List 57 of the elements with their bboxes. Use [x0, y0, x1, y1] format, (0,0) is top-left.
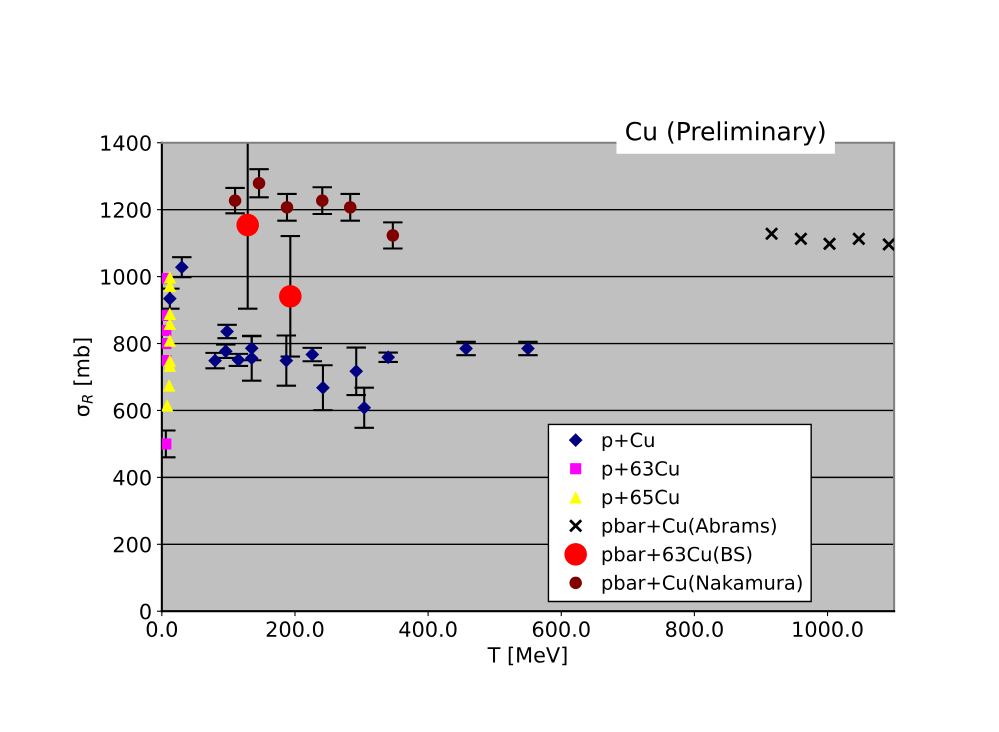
- point: [208, 354, 222, 368]
- chart-title: Cu (Preliminary): [626, 121, 824, 146]
- point: [279, 354, 294, 368]
- y-tick-label: 600: [114, 402, 151, 419]
- point: [344, 201, 356, 214]
- point: [218, 344, 233, 358]
- point: [162, 399, 174, 412]
- legend-label: pbar+Cu(Abrams): [602, 518, 776, 537]
- y-axis-title: σ$_{R}$ [mb]: [73, 338, 93, 416]
- x-tick-label: 1000.0: [793, 621, 863, 638]
- point: [162, 379, 176, 392]
- point: [228, 194, 242, 207]
- legend-label: p+Cu: [602, 432, 654, 452]
- x-tick-label: 800.0: [666, 621, 723, 638]
- point: [244, 351, 259, 366]
- y-tick-label: 200: [114, 536, 151, 553]
- point: [794, 232, 808, 246]
- y-tick-label: 400: [113, 470, 151, 486]
- legend-label: p+63Cu: [602, 461, 678, 480]
- y-tick-label: 800: [114, 336, 151, 352]
- point: [174, 260, 189, 274]
- legend-label: pbar+63Cu(BS): [602, 546, 752, 566]
- point: [164, 334, 176, 347]
- point: [381, 350, 396, 364]
- x-tick-label: 200.0: [266, 621, 324, 638]
- point: [459, 342, 473, 356]
- legend-label: pbar+Cu(Nakamura): [602, 574, 802, 594]
- point: [521, 342, 535, 356]
- point: [162, 292, 177, 306]
- point: [279, 285, 302, 308]
- y-tick-label: 1400: [101, 135, 151, 151]
- point: [236, 214, 259, 236]
- point: [280, 201, 294, 214]
- x-axis-title: T [MeV]: [488, 646, 567, 666]
- point: [852, 232, 866, 246]
- point: [822, 236, 836, 251]
- point: [162, 438, 172, 450]
- point: [764, 226, 779, 241]
- y-tick-label: 0: [140, 604, 151, 620]
- point: [386, 229, 400, 242]
- y-tick-label: 1200: [101, 202, 151, 218]
- x-tick-label: 0.0: [146, 621, 178, 638]
- point: [357, 400, 372, 415]
- point: [349, 364, 364, 378]
- point: [164, 307, 176, 320]
- x-tick-label: 400.0: [399, 621, 457, 638]
- point: [252, 176, 266, 190]
- point: [316, 380, 330, 395]
- legend-label: p+65Cu: [602, 490, 678, 508]
- point: [305, 348, 320, 362]
- point: [244, 341, 259, 356]
- point: [316, 194, 329, 207]
- x-tick-label: 600.0: [532, 621, 590, 638]
- point: [882, 238, 894, 252]
- point: [220, 324, 234, 338]
- y-tick-label: 1000: [101, 269, 151, 285]
- point: [232, 353, 246, 367]
